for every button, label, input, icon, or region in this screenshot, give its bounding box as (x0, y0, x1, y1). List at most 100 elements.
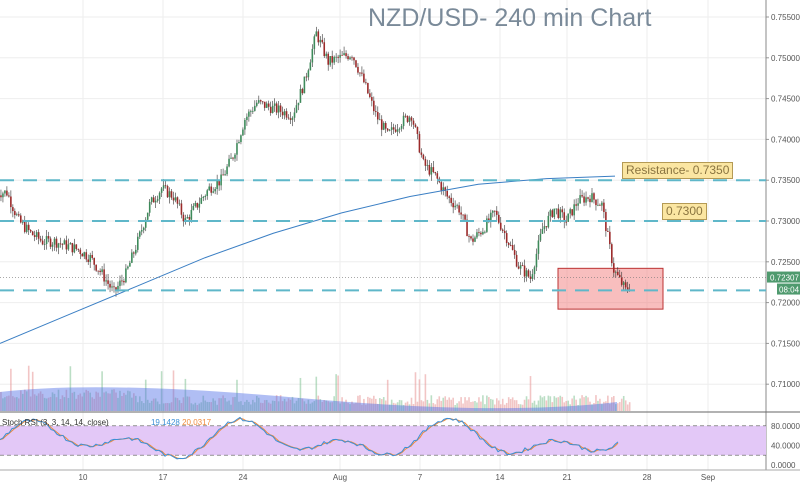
volume-bar (595, 395, 597, 411)
candle-body (378, 119, 381, 121)
resistance-label: Resistance- 0.7350 (622, 162, 734, 179)
candle-body (81, 254, 84, 257)
volume-bar (0, 391, 2, 411)
candle-body (583, 196, 585, 203)
volume-bar (63, 397, 66, 411)
candle-body (486, 218, 488, 232)
candle-body (321, 39, 324, 43)
candle-body (529, 276, 532, 279)
volume-bar (164, 403, 167, 411)
candle-body (577, 203, 579, 206)
candle-body (83, 252, 86, 257)
volume-bar (426, 399, 429, 411)
candle-body (256, 102, 258, 106)
candle-body (624, 282, 627, 288)
volume-bar (404, 402, 407, 411)
candle-body (541, 229, 544, 234)
candle-body (49, 238, 52, 247)
candle-body (464, 214, 466, 220)
volume-bar (252, 399, 254, 411)
level-label: 0.7300 (662, 203, 707, 220)
candle-body (18, 214, 20, 216)
volume-bar (377, 403, 379, 411)
volume-bar (77, 394, 80, 411)
volume-bar (261, 403, 264, 411)
volume-bar (551, 402, 554, 411)
x-tick-label: 24 (239, 473, 248, 482)
candle-body (575, 204, 577, 206)
candle-body (140, 230, 143, 232)
volume-bar (115, 392, 117, 411)
candle-body (103, 269, 105, 282)
volume-bar (569, 404, 571, 411)
candle-body (390, 127, 393, 130)
volume-bar (513, 400, 516, 411)
candle-body (293, 112, 296, 118)
volume-bar (21, 393, 24, 411)
candle-body (611, 244, 613, 264)
x-tick-label: Sep (701, 473, 716, 482)
volume-bar (428, 403, 431, 411)
volume-bar (109, 393, 111, 411)
candle-body (460, 212, 462, 215)
candle-body (222, 174, 224, 176)
volume-bar (25, 391, 28, 411)
candle-body (482, 231, 484, 235)
volume-bar (313, 401, 316, 411)
volume-bar (363, 398, 365, 411)
volume-bar (343, 402, 345, 411)
volume-bar (373, 395, 375, 411)
candle-body (591, 193, 593, 203)
volume-bar (289, 399, 292, 411)
candle-body (351, 57, 353, 59)
candle-body (305, 76, 308, 78)
candle-body (258, 100, 260, 103)
candle-body (339, 54, 341, 58)
candle-body (361, 72, 363, 74)
volume-bar (579, 398, 581, 411)
candle-body (21, 221, 24, 223)
candle-body (531, 274, 534, 279)
candle-body (0, 195, 2, 198)
volume-bar (311, 402, 314, 411)
volume-bar (509, 399, 512, 411)
volume-bar (226, 401, 228, 411)
volume-bar (259, 402, 262, 411)
volume-bar (501, 398, 504, 411)
volume-bar (202, 395, 205, 411)
volume-bar (460, 397, 462, 411)
volume-bar (176, 398, 179, 411)
volume-bar (131, 397, 133, 411)
volume-bar (269, 403, 272, 411)
volume-bar (295, 400, 298, 411)
volume-bar (563, 402, 566, 411)
volume-bar (482, 395, 484, 411)
volume-bar (309, 403, 312, 411)
volume-bar (297, 397, 300, 411)
volume-bar (539, 395, 542, 411)
moving-average-line (0, 175, 616, 344)
candle-body (620, 277, 623, 285)
volume-bar (144, 379, 147, 411)
candle-body (319, 39, 322, 43)
volume-bar (355, 402, 357, 411)
candle-body (373, 100, 375, 112)
candle-body (214, 188, 216, 192)
candle-body (553, 208, 556, 218)
volume-bar (519, 404, 522, 411)
candle-body (91, 254, 93, 258)
x-tick-label: 7 (418, 473, 423, 482)
volume-bar (192, 404, 195, 411)
candle-body (85, 252, 88, 260)
candle-body (295, 105, 298, 113)
volume-bar (89, 392, 91, 411)
candle-body (355, 60, 357, 67)
candle-body (142, 227, 145, 231)
volume-bar (256, 395, 258, 411)
candle-body (309, 62, 312, 71)
volume-bar (293, 403, 296, 411)
volume-bar (6, 396, 8, 411)
volume-bar (285, 401, 288, 411)
candle-body (178, 203, 181, 205)
